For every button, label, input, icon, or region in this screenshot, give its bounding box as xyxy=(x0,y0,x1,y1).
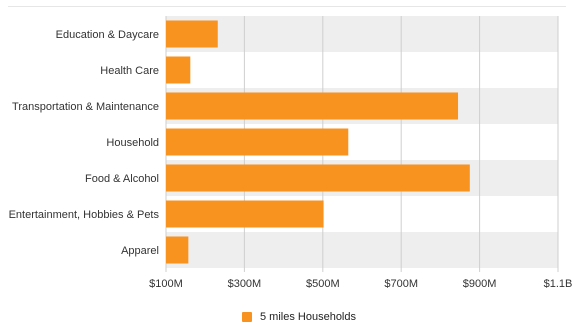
row-band xyxy=(166,52,558,88)
x-tick-label: $1.1B xyxy=(544,278,573,290)
bar[interactable] xyxy=(166,92,459,120)
category-label: Entertainment, Hobbies & Pets xyxy=(9,209,160,221)
category-label: Household xyxy=(106,137,159,149)
chart-legend[interactable]: 5 miles Households xyxy=(242,311,356,323)
x-tick-label: $500M xyxy=(306,278,340,290)
top-border-line xyxy=(8,6,566,7)
bar[interactable] xyxy=(166,128,349,156)
category-label: Food & Alcohol xyxy=(85,173,159,185)
row-band xyxy=(166,16,558,52)
x-tick-label: $700M xyxy=(384,278,418,290)
x-tick-label: $300M xyxy=(228,278,262,290)
row-band xyxy=(166,232,558,268)
bar[interactable] xyxy=(166,236,189,264)
category-label: Apparel xyxy=(121,245,159,257)
legend-swatch xyxy=(242,312,252,322)
bar[interactable] xyxy=(166,164,470,192)
category-label: Health Care xyxy=(100,65,159,77)
bar[interactable] xyxy=(166,56,191,84)
x-tick-label: $900M xyxy=(463,278,497,290)
x-tick-label: $100M xyxy=(149,278,183,290)
category-label: Education & Daycare xyxy=(56,29,159,41)
category-label: Transportation & Maintenance xyxy=(12,101,159,113)
bar[interactable] xyxy=(166,200,324,228)
bar[interactable] xyxy=(166,20,218,48)
legend-label: 5 miles Households xyxy=(260,311,356,323)
